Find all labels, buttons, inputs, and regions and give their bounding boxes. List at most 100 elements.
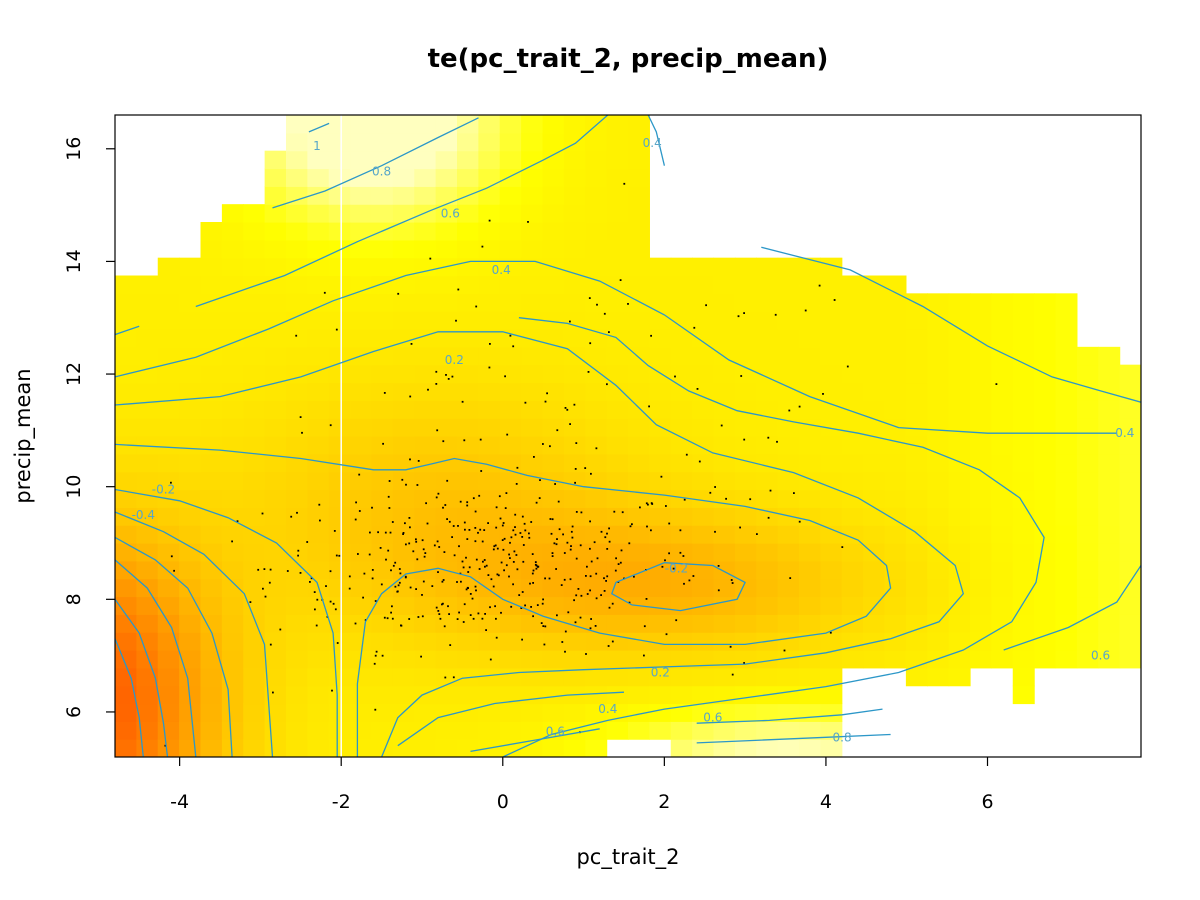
heatmap-cell (115, 489, 137, 508)
heatmap-cell (606, 168, 629, 187)
data-point (556, 614, 558, 617)
data-point (452, 676, 455, 679)
heatmap-cell (1055, 400, 1078, 419)
heatmap-cell (499, 364, 522, 384)
heatmap-cell (777, 364, 800, 384)
heatmap-cell (1076, 418, 1099, 437)
heatmap-cell (414, 186, 437, 205)
data-point (532, 615, 534, 618)
data-point (408, 542, 411, 545)
data-point (588, 297, 591, 299)
heatmap-cell (1119, 418, 1141, 437)
heatmap-cell (414, 257, 437, 277)
data-point (437, 610, 440, 612)
heatmap-cell (905, 329, 928, 348)
heatmap-cell (1055, 418, 1078, 437)
heatmap-cell (948, 364, 971, 384)
heatmap-cell (1119, 400, 1141, 419)
heatmap-cell (371, 721, 394, 740)
data-point (508, 553, 510, 556)
heatmap-cell (948, 436, 971, 455)
heatmap-cell (734, 685, 757, 705)
heatmap-cell (606, 560, 629, 580)
heatmap-cell (499, 543, 522, 562)
heatmap-cell (307, 632, 330, 651)
heatmap-cell (713, 596, 736, 615)
data-point (371, 577, 374, 580)
heatmap-cell (457, 400, 479, 419)
heatmap-cell (777, 275, 800, 294)
heatmap-cell (521, 204, 544, 223)
heatmap-cell (478, 275, 501, 294)
heatmap-cell (927, 436, 950, 455)
data-point (551, 552, 554, 554)
heatmap-cell (692, 275, 715, 294)
heatmap-cell (499, 739, 522, 757)
heatmap-cell (606, 364, 629, 384)
heatmap-cell (563, 418, 586, 437)
data-point (538, 497, 541, 499)
heatmap-cell (799, 703, 821, 722)
heatmap-cell (521, 346, 544, 366)
data-point (495, 506, 498, 509)
heatmap-cell (264, 239, 287, 259)
heatmap-cell (649, 275, 672, 294)
heatmap-cell (927, 382, 950, 401)
heatmap-cell (863, 596, 886, 615)
data-point (502, 548, 505, 551)
heatmap-cell (179, 329, 202, 348)
data-point (774, 313, 777, 316)
heatmap-cell (713, 436, 736, 455)
heatmap-cell (756, 596, 779, 615)
heatmap-cell (585, 721, 608, 740)
data-point (380, 583, 383, 586)
heatmap-cell (371, 204, 394, 223)
heatmap-cell (585, 400, 608, 419)
data-point (477, 531, 479, 534)
heatmap-cell (756, 739, 779, 757)
heatmap-cell (841, 507, 864, 526)
data-point (447, 605, 449, 608)
x-tick-label: 0 (497, 791, 509, 813)
heatmap-cell (585, 453, 608, 473)
heatmap-cell (927, 453, 950, 473)
heatmap-cell (563, 311, 586, 330)
heatmap-cell (628, 418, 650, 437)
heatmap-cell (457, 150, 479, 170)
data-point (510, 605, 513, 608)
heatmap-cell (350, 418, 373, 437)
heatmap-cell (1034, 453, 1057, 473)
contour-line (195, 115, 609, 308)
heatmap-cell (157, 543, 180, 562)
data-point (660, 475, 663, 478)
heatmap-cell (777, 453, 800, 473)
heatmap-cell (371, 132, 394, 152)
heatmap-cell (713, 650, 736, 669)
data-point (756, 533, 758, 535)
heatmap-cell (670, 632, 693, 651)
heatmap-cell (585, 685, 608, 705)
heatmap-cell (115, 275, 137, 294)
heatmap-cell (820, 614, 843, 633)
heatmap-cell (200, 596, 223, 615)
data-point (995, 383, 998, 385)
heatmap-cell (243, 703, 266, 722)
data-point (262, 587, 264, 590)
data-point (441, 603, 443, 606)
data-point (737, 315, 740, 318)
heatmap-cell (991, 489, 1014, 508)
heatmap-cell (521, 257, 544, 277)
heatmap-cell (414, 222, 437, 241)
heatmap-cell (307, 525, 330, 544)
heatmap-cell (499, 703, 522, 722)
data-point (404, 522, 406, 525)
heatmap-cell (820, 257, 843, 277)
heatmap-cell (670, 578, 693, 598)
heatmap-cell (927, 596, 950, 615)
data-point (354, 622, 357, 625)
heatmap-cell (414, 418, 437, 437)
heatmap-cell (157, 382, 180, 401)
data-point (383, 616, 386, 619)
heatmap-cell (542, 150, 565, 170)
heatmap-cell (286, 239, 308, 259)
